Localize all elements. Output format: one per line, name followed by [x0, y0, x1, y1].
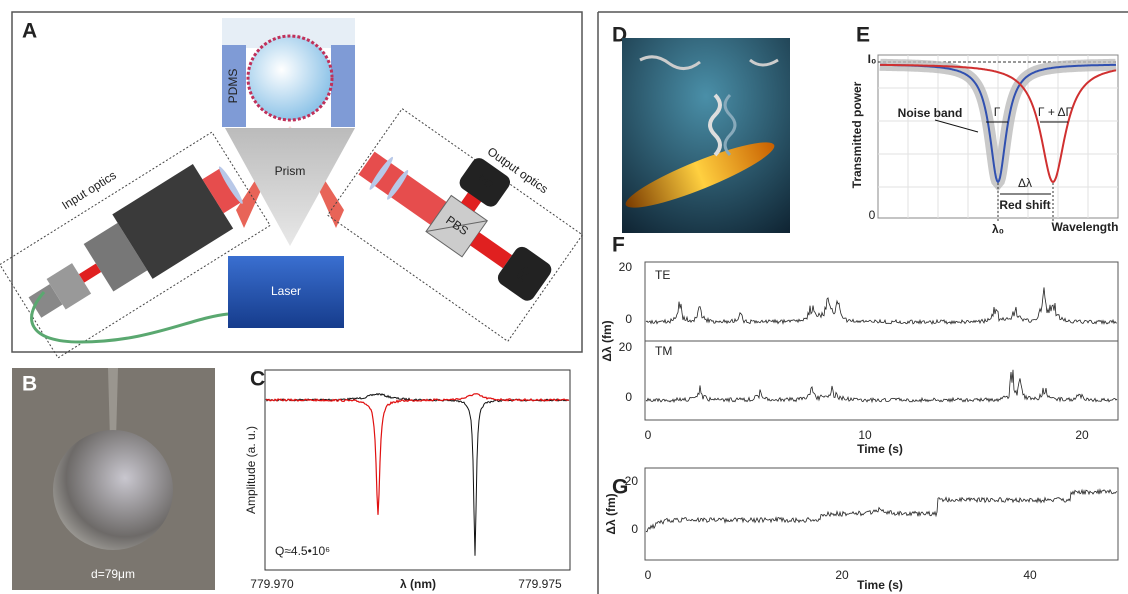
annotation: Noise band	[898, 106, 963, 120]
prism-label: Prism	[275, 164, 306, 178]
y-tick-label: 20	[619, 260, 633, 274]
x-tick-label: 779.970	[250, 577, 294, 591]
y-tick-label: 0	[631, 522, 638, 536]
panel-e: E Transmitted power I₀ 0 Noise band Γ Γ …	[850, 24, 1118, 237]
panel-d: D	[612, 24, 790, 233]
microsphere	[53, 430, 173, 550]
annotation: Q≈4.5•10⁶	[275, 544, 330, 558]
y-tick-label: 20	[625, 474, 639, 488]
y-axis-label: Δλ (fm)	[604, 493, 618, 534]
laser-label: Laser	[271, 284, 301, 298]
x-tick-label: 0	[645, 428, 652, 442]
series-label: TM	[655, 344, 672, 358]
annotation: Δλ	[1018, 176, 1032, 190]
x-tick-label: 10	[858, 428, 872, 442]
resonator	[248, 36, 332, 120]
annotation: Γ + ΔΓ	[1038, 105, 1073, 119]
y-tick-label: 0	[625, 312, 632, 326]
x-axis-label: Time (s)	[857, 442, 903, 456]
figure: A PDMS Prism Input optics PBS PD PD Outp…	[0, 0, 1128, 594]
series-label: TE	[655, 268, 670, 282]
x-tick-label: λ₀	[992, 222, 1004, 236]
x-axis-label: λ (nm)	[400, 577, 436, 591]
y-tick-label: 0	[625, 390, 632, 404]
y-tick-label: 20	[619, 340, 633, 354]
panel-a: A PDMS Prism Input optics PBS PD PD Outp…	[0, 12, 595, 358]
panel-label: E	[856, 24, 870, 47]
x-tick-label: 779.975	[518, 577, 562, 591]
panel-b: B d=79μm	[12, 368, 215, 590]
x-axis-label: Time (s)	[857, 578, 903, 592]
panel-g: G 20 0 Δλ (fm) 0 20 40 Time (s)	[604, 468, 1118, 592]
panel-label: B	[22, 373, 37, 396]
panel-label: F	[612, 234, 625, 257]
panel-c: C Amplitude (a. u.) Q≈4.5•10⁶ 779.970 77…	[244, 368, 570, 592]
annotation: Red shift	[999, 198, 1050, 212]
plot-frame	[645, 468, 1118, 560]
x-tick-label: 40	[1023, 568, 1037, 582]
y-axis-label: Δλ (fm)	[600, 320, 614, 361]
x-tick-label: 20	[835, 568, 849, 582]
panel-label: C	[250, 368, 265, 391]
x-tick-label: 0	[645, 568, 652, 582]
y-axis-label: Transmitted power	[850, 81, 864, 188]
pdms-block	[331, 45, 355, 127]
panel-f: F TE TM 20 0 20 0 Δλ (fm) 0 10 20 Time (…	[600, 234, 1118, 457]
pdms-label: PDMS	[226, 69, 240, 104]
y-tick-label: 0	[869, 208, 876, 222]
y-tick-label: I₀	[868, 52, 877, 66]
panel-label: A	[22, 20, 37, 43]
x-axis-label: Wavelength	[1052, 220, 1119, 234]
annotation: Γ	[994, 105, 1001, 119]
x-tick-label: 20	[1075, 428, 1089, 442]
caption: d=79μm	[91, 567, 135, 581]
y-axis-label: Amplitude (a. u.)	[244, 426, 258, 514]
